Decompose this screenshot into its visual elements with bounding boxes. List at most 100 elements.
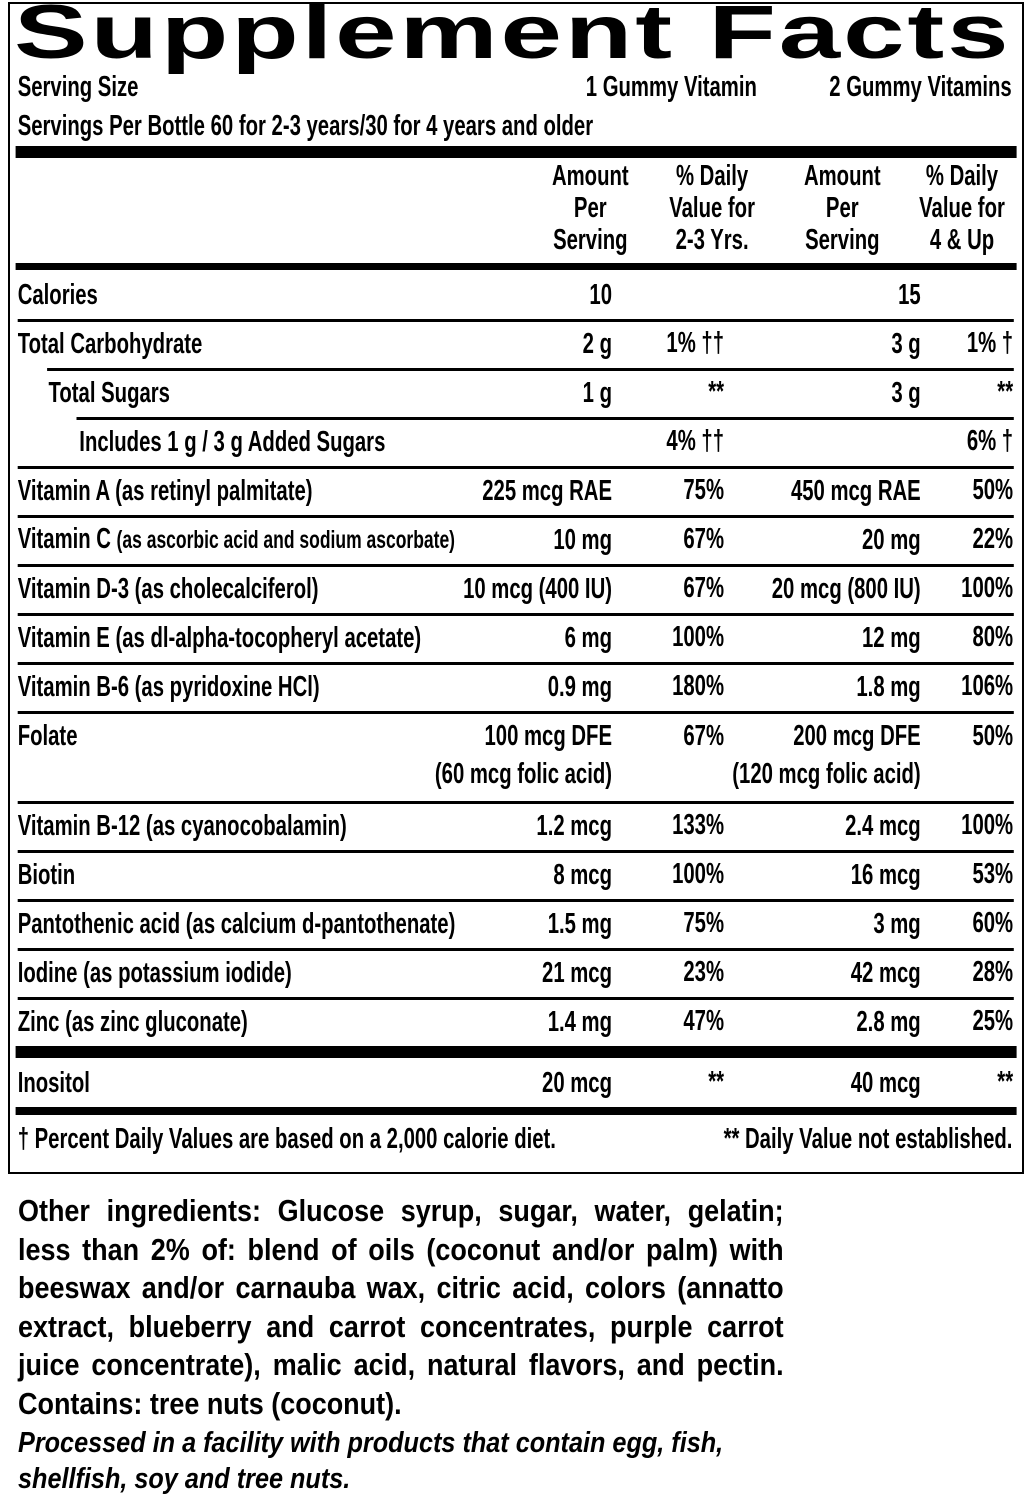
- amount: 2.4 mcg: [845, 809, 921, 842]
- name-cell: Vitamin B-6 (as pyridoxine HCl) 0.9 mg: [10, 668, 612, 706]
- column-header: Amount Per Serving: [804, 160, 881, 256]
- title: Supplement Facts: [14, 0, 1012, 75]
- amount: 225 mcg RAE: [482, 474, 612, 507]
- amount: 20 mcg (800 IU): [771, 572, 921, 605]
- column-header-line: Value for: [919, 192, 1005, 224]
- additional-rows: Inositol 20 mcg ** 40 mcg **: [10, 1058, 1018, 1107]
- amount-cell: 40 mcg: [724, 1064, 921, 1102]
- daily-value: 28%: [972, 956, 1014, 988]
- daily-value: 100%: [672, 621, 724, 653]
- nutrient-name: Folate: [17, 720, 78, 752]
- divider-bar: [15, 263, 1017, 270]
- amount: 0.9 mg: [547, 670, 612, 703]
- amount: 6 mg: [564, 621, 612, 654]
- name-cell: Vitamin E (as dl-alpha-tocopheryl acetat…: [10, 619, 612, 657]
- divider-bar: [15, 1107, 1017, 1115]
- daily-value-cell: 180%: [612, 670, 724, 703]
- daily-value: 75%: [683, 474, 724, 506]
- amount: 1.8 mg: [856, 670, 921, 703]
- amount-cell: 12 mg: [724, 619, 921, 657]
- name-cell: Iodine (as potassium iodide) 21 mcg: [10, 954, 612, 992]
- amount: 21 mcg: [542, 956, 612, 989]
- nutrient-name: Vitamin B-6 (as pyridoxine HCl): [17, 670, 320, 703]
- nutrient-row: Vitamin A (as retinyl palmitate) 225 mcg …: [10, 466, 1018, 515]
- daily-value-cell: 23%: [612, 956, 724, 989]
- nutrient-rows: Calories 10 15 Total Carbohydrate 2 g 1% †† 3 …: [10, 270, 1018, 1046]
- daily-value: 100%: [961, 809, 1014, 841]
- daily-value-cell: **: [921, 376, 1013, 409]
- nutrient-row: Total Carbohydrate 2 g 1% †† 3 g 1% †: [10, 319, 1018, 368]
- column-header-line: Serving: [805, 224, 880, 256]
- name-cell: Vitamin D-3 (as cholecalciferol) 10 mcg (…: [10, 570, 612, 608]
- daily-value: 25%: [972, 1005, 1014, 1037]
- amount: 2.8 mg: [856, 1005, 921, 1038]
- nutrient-name-wrap: Includes 1 g / 3 g Added Sugars: [79, 423, 385, 461]
- amount: 42 mcg: [850, 956, 921, 989]
- amount: 100 mcg DFE: [484, 720, 612, 752]
- amount-cell: 2.4 mcg: [724, 807, 921, 845]
- daily-value: 1% ††: [666, 327, 724, 359]
- serving-size-amount: 1 Gummy Vitamin: [585, 71, 757, 103]
- nutrient-name: Inositol: [17, 1066, 90, 1099]
- column-header-line: Serving: [553, 224, 628, 256]
- name-cell: Total Carbohydrate 2 g: [10, 325, 612, 363]
- nutrient-row: Vitamin D-3 (as cholecalciferol) 10 mcg (…: [10, 564, 1018, 613]
- amount-cell: 20 mcg (800 IU): [724, 570, 921, 608]
- name-cell: Includes 1 g / 3 g Added Sugars: [10, 423, 612, 461]
- footnote: ** Daily Value not established.: [723, 1123, 1013, 1155]
- daily-value: **: [997, 376, 1014, 408]
- daily-value: 100%: [961, 572, 1014, 604]
- daily-value-cell: 50%: [921, 717, 1013, 755]
- amount-note: (60 mcg folic acid): [434, 758, 612, 790]
- daily-value: 60%: [972, 907, 1014, 939]
- daily-value-cell: 100%: [612, 621, 724, 654]
- amount-note: (120 mcg folic acid): [732, 758, 921, 790]
- column-headers: Amount Per Serving% Daily Value for 2-3 Yrs.…: [10, 158, 1018, 263]
- nutrient-name: Includes 1 g / 3 g Added Sugars: [79, 425, 386, 458]
- amount-cell: 21 mcg: [542, 954, 612, 992]
- amount-cell: 1 g: [583, 374, 612, 412]
- ingredients: Other ingredients: Glucose syrup, sugar,…: [18, 1192, 784, 1497]
- nutrient-name: Biotin: [17, 858, 76, 891]
- amount-cell: 1.2 mcg: [536, 807, 612, 845]
- nutrient-name: Iodine (as potassium iodide): [17, 956, 292, 989]
- daily-value-cell: 1% ††: [612, 327, 724, 360]
- amount: 8 mcg: [553, 858, 612, 891]
- daily-value: 22%: [972, 523, 1014, 555]
- nutrient-name: Vitamin D-3 (as cholecalciferol): [17, 572, 319, 605]
- daily-value-cell: 100%: [921, 572, 1013, 605]
- label-border: [8, 2, 1024, 1174]
- amount-cell: 8 mcg: [553, 856, 612, 894]
- column-header-line: Per: [573, 192, 607, 224]
- daily-value-cell: 22%: [921, 523, 1013, 556]
- column-header-line: 2-3 Yrs.: [675, 224, 749, 256]
- daily-value-cell: 133%: [612, 809, 724, 842]
- column-header: % Daily Value for 4 & Up: [919, 160, 1005, 256]
- facts-panel: Serving Size 1 Gummy Vitamin 2 Gummy Vit…: [10, 68, 1018, 1163]
- daily-value-cell: 67%: [612, 572, 724, 605]
- daily-value: 53%: [972, 858, 1014, 890]
- nutrient-name-wrap: Calories: [18, 276, 98, 314]
- nutrient-row: Folate 100 mcg DFE (60 mcg folic acid) 67% 2…: [10, 711, 1018, 801]
- daily-value-cell: 4% ††: [612, 425, 724, 458]
- daily-value-cell: 67%: [612, 717, 724, 755]
- column-header-line: Per: [825, 192, 859, 224]
- amount-cell: 6 mg: [565, 619, 612, 657]
- amount: 1.4 mg: [547, 1005, 612, 1038]
- nutrient-row: Vitamin E (as dl-alpha-tocopheryl acetat…: [10, 613, 1018, 662]
- servings-per-bottle: Servings Per Bottle 60 for 2-3 years/30 …: [17, 110, 594, 142]
- amount: 10 mg: [553, 523, 612, 556]
- name-cell: Zinc (as zinc gluconate) 1.4 mg: [10, 1003, 612, 1041]
- daily-value: 47%: [683, 1005, 724, 1037]
- daily-value: 133%: [672, 809, 724, 841]
- daily-value-cell: 75%: [612, 474, 724, 507]
- nutrient-name-wrap: Folate: [18, 717, 78, 755]
- name-cell: Vitamin C (as ascorbic acid and sodium as…: [10, 520, 612, 559]
- amount-cell: 225 mcg RAE: [482, 472, 612, 510]
- amount: 40 mcg: [850, 1066, 921, 1099]
- amount-cell: 15: [724, 276, 921, 314]
- amount: 15: [898, 278, 921, 311]
- nutrient-row: Pantothenic acid (as calcium d-pantothen…: [10, 899, 1018, 948]
- nutrient-name: Vitamin C: [17, 523, 111, 555]
- daily-value: 106%: [961, 670, 1014, 702]
